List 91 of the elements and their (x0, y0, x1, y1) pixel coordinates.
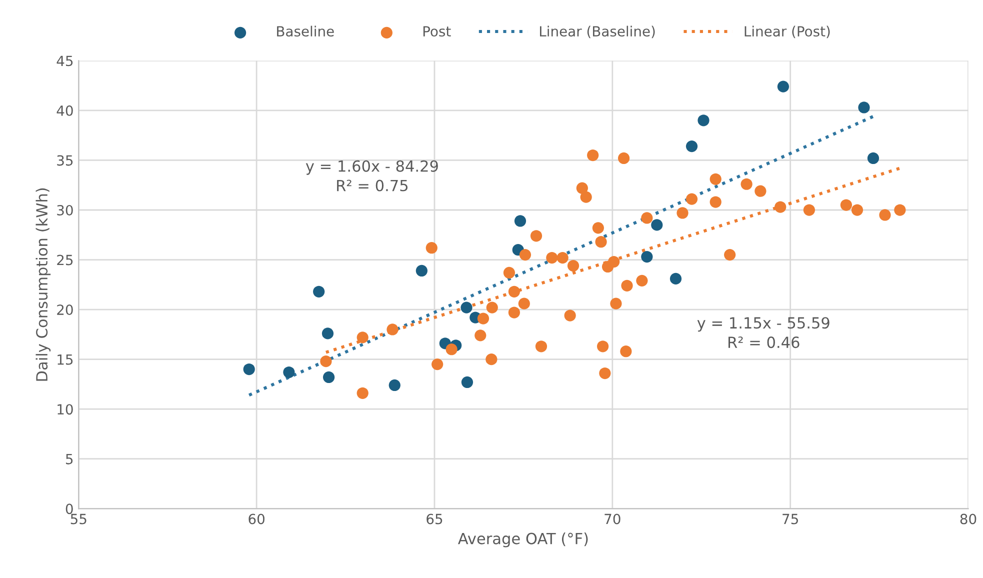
legend-label: Baseline (277, 26, 334, 37)
point (641, 250, 653, 263)
annotation: y = 1.15x - 55.59 R² = 0.46 (697, 317, 830, 348)
point (580, 191, 592, 203)
point (474, 330, 486, 342)
point (432, 358, 444, 370)
y-tick-label: 0 (66, 504, 73, 514)
point (621, 280, 633, 292)
point (356, 387, 368, 399)
point (592, 222, 604, 234)
point (754, 185, 766, 197)
y-axis-title: Daily Consumption (kWh) (36, 188, 51, 381)
point (686, 140, 698, 152)
point (595, 236, 607, 248)
point (587, 149, 599, 162)
point (283, 366, 295, 378)
x-tick-label: 65 (426, 514, 442, 524)
y-tick-label: 30 (57, 204, 73, 216)
y-tick-label: 15 (58, 354, 73, 365)
point (774, 201, 786, 213)
y-tick-label: 25 (57, 254, 73, 266)
point (867, 152, 880, 164)
point (610, 298, 622, 310)
point (546, 252, 558, 264)
point (740, 178, 752, 190)
point (313, 286, 325, 298)
annotation: y = 1.60x - 84.29 R² = 0.75 (306, 160, 438, 192)
point (503, 266, 516, 279)
point (567, 260, 580, 272)
point (486, 302, 498, 314)
point (322, 328, 334, 340)
legend-label: Post (423, 26, 451, 37)
x-axis-title: Average OAT (°F) (458, 532, 588, 548)
point (356, 332, 368, 344)
point (416, 264, 428, 277)
point (576, 182, 588, 194)
y-tick-label: 35 (57, 155, 73, 166)
point (636, 274, 648, 286)
point (710, 173, 722, 185)
y-tick-label: 45 (56, 56, 73, 66)
point (386, 324, 398, 336)
point (879, 209, 891, 221)
point (564, 310, 576, 322)
point (508, 286, 520, 298)
point (243, 363, 255, 376)
point (840, 199, 852, 211)
point (477, 312, 490, 324)
y-tick-label: 5 (66, 454, 73, 464)
point (388, 379, 400, 392)
legend-label: Linear (Baseline) (540, 26, 655, 38)
point (461, 376, 474, 388)
point (803, 204, 815, 216)
point (698, 114, 710, 126)
point (596, 340, 609, 352)
point (670, 272, 682, 284)
point (446, 344, 458, 356)
point (686, 193, 698, 205)
legend-label: Linear (Post) (744, 26, 830, 38)
point (530, 230, 542, 242)
point (777, 80, 790, 92)
point (426, 242, 438, 254)
point (320, 356, 332, 368)
point (486, 354, 498, 366)
y-tick-label: 40 (56, 105, 73, 116)
y-tick-label: 10 (58, 404, 73, 415)
point (641, 212, 653, 224)
point (519, 248, 532, 261)
point (894, 204, 906, 216)
x-tick-label: 80 (960, 514, 976, 524)
x-tick-label: 55 (70, 514, 86, 524)
point (514, 215, 526, 227)
x-tick-label: 70 (604, 514, 620, 524)
point (608, 256, 620, 268)
point (651, 219, 663, 231)
point (724, 248, 736, 261)
point (710, 196, 722, 208)
point (620, 346, 632, 358)
point (858, 102, 870, 114)
point (599, 367, 611, 380)
x-tick-label: 60 (248, 514, 264, 524)
x-tick-label: 75 (782, 514, 798, 524)
point (508, 306, 520, 318)
point (322, 371, 335, 384)
point (460, 302, 472, 314)
point (676, 207, 688, 219)
point (556, 252, 568, 264)
point (535, 340, 548, 352)
point (518, 298, 530, 310)
point (618, 152, 630, 164)
y-tick-label: 20 (57, 304, 73, 316)
point (851, 204, 864, 216)
